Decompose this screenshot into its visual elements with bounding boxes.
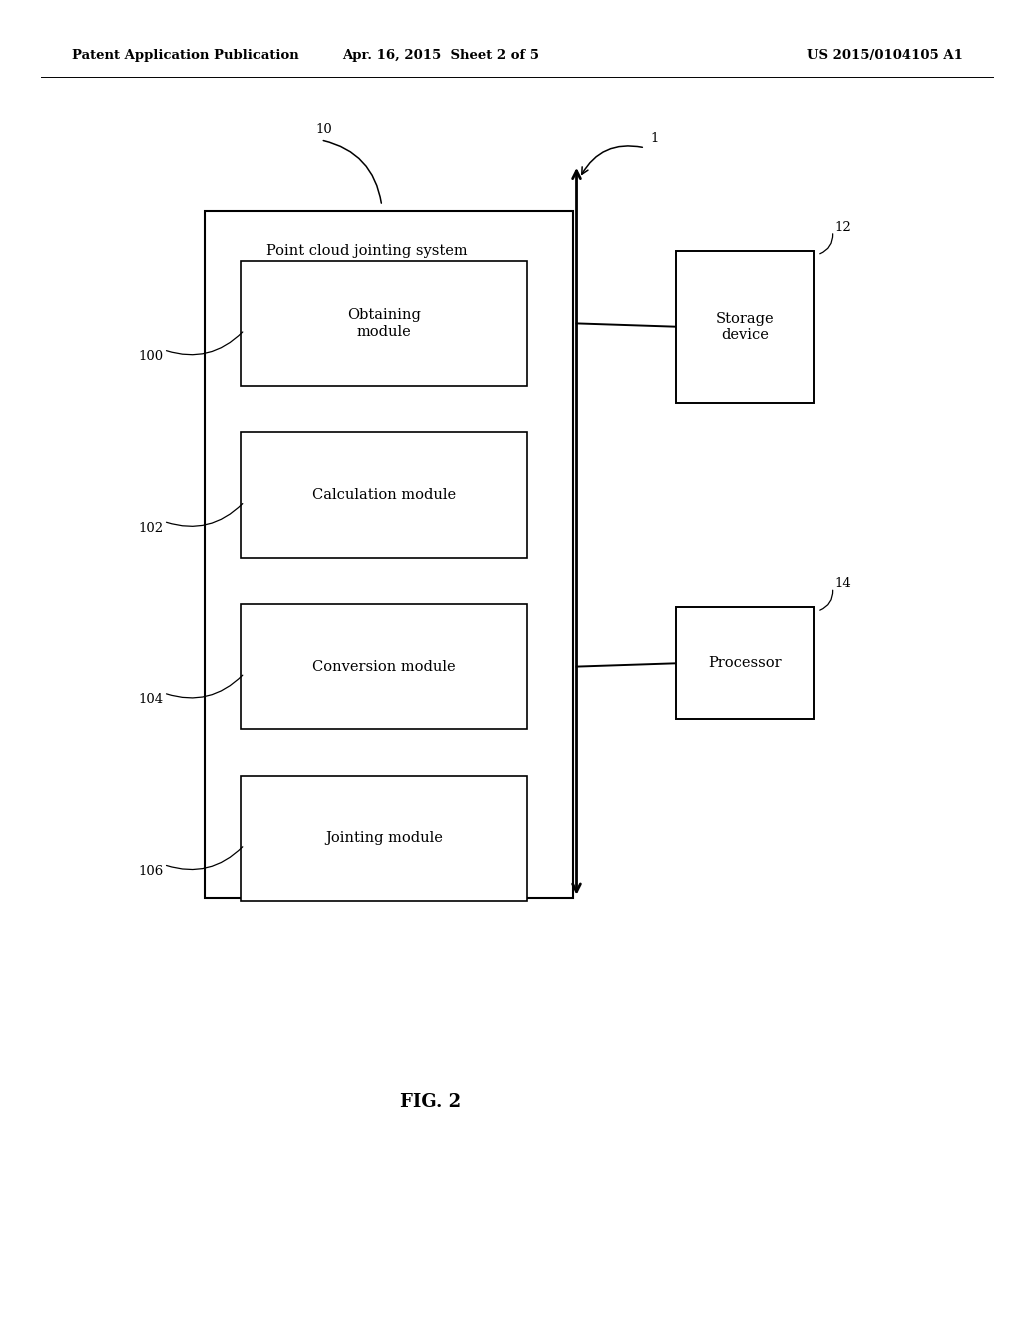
Bar xyxy=(676,251,814,403)
Text: 104: 104 xyxy=(138,693,164,706)
Text: 1: 1 xyxy=(650,132,658,145)
Text: FIG. 2: FIG. 2 xyxy=(399,1093,461,1111)
Bar xyxy=(205,211,573,898)
Bar xyxy=(676,607,814,719)
Text: Processor: Processor xyxy=(709,656,781,671)
Text: 12: 12 xyxy=(835,220,851,234)
Text: Calculation module: Calculation module xyxy=(312,488,456,502)
Text: 102: 102 xyxy=(138,521,164,535)
Text: Point cloud jointing system: Point cloud jointing system xyxy=(266,244,468,259)
Bar xyxy=(241,776,527,900)
Text: US 2015/0104105 A1: US 2015/0104105 A1 xyxy=(807,49,963,62)
Text: Apr. 16, 2015  Sheet 2 of 5: Apr. 16, 2015 Sheet 2 of 5 xyxy=(342,49,539,62)
Text: Obtaining
module: Obtaining module xyxy=(347,309,421,338)
Bar xyxy=(241,605,527,729)
Text: 106: 106 xyxy=(138,865,164,878)
Bar xyxy=(241,433,527,557)
Text: Jointing module: Jointing module xyxy=(325,832,443,845)
Text: Storage
device: Storage device xyxy=(716,312,774,342)
Bar xyxy=(241,261,527,385)
Text: 14: 14 xyxy=(835,577,851,590)
Text: Patent Application Publication: Patent Application Publication xyxy=(72,49,298,62)
Text: Conversion module: Conversion module xyxy=(312,660,456,673)
Text: 100: 100 xyxy=(138,350,164,363)
Text: 10: 10 xyxy=(315,123,332,136)
